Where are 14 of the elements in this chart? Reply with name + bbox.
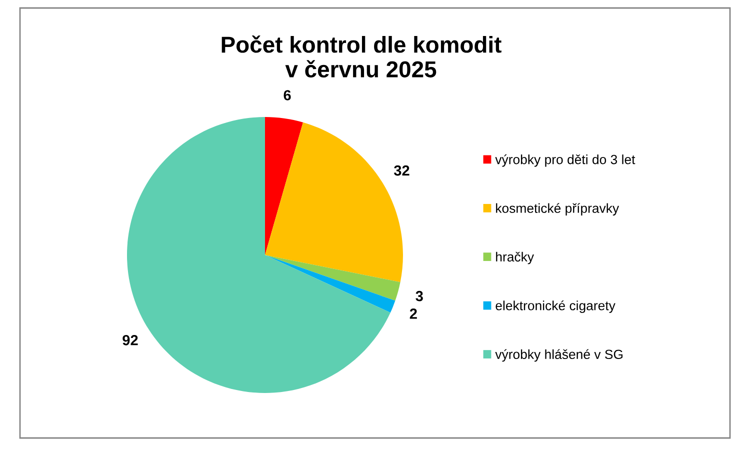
chart-title: Počet kontrol dle komodit v červnu 2025 — [222, 35, 502, 78]
pie-slice — [265, 255, 400, 301]
pie-slice — [265, 255, 396, 313]
data-label: 6 — [284, 90, 291, 100]
data-label: 3 — [416, 290, 423, 302]
data-label: 32 — [394, 165, 410, 176]
legend-label: hračky — [496, 252, 534, 264]
legend-label: kosmetické přípravky — [496, 203, 620, 216]
legend-label: elektronické cigarety — [496, 300, 616, 313]
data-label: 92 — [122, 334, 138, 346]
pie-slice — [265, 117, 304, 255]
legend-label: výrobky pro děti do 3 let — [495, 154, 636, 167]
data-label: 2 — [410, 308, 417, 319]
legend-label: výrobky hlášené v SG — [495, 349, 623, 362]
